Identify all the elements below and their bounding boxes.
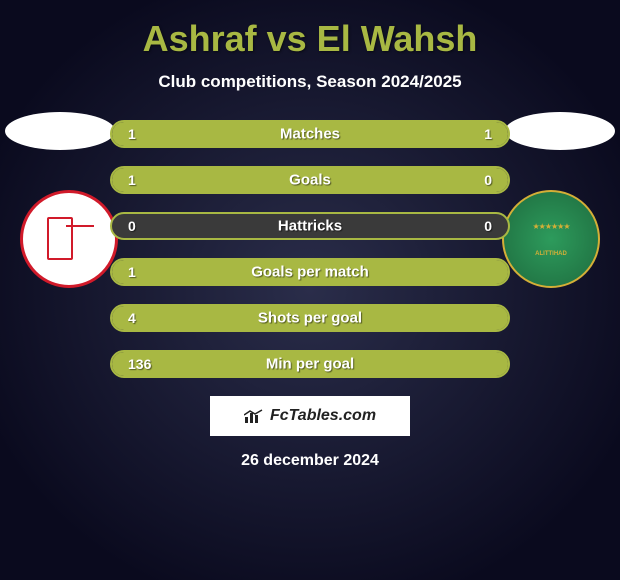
stat-bar-right-value: 0 — [484, 172, 492, 188]
subtitle: Club competitions, Season 2024/2025 — [0, 72, 620, 92]
stat-bar-label: Goals — [289, 172, 331, 189]
comparison-chart: ★★★★★★ ALITTIHAD 1 1 Matches 1 0 Goals 0 0 Hattr… — [0, 120, 620, 378]
stat-bar-left-value: 4 — [128, 310, 136, 326]
stat-bar-label: Goals per match — [251, 264, 369, 281]
stat-bar-label: Shots per goal — [258, 310, 362, 327]
date-text: 26 december 2024 — [0, 452, 620, 470]
zamalek-icon — [41, 211, 96, 266]
stat-bar-right-value: 1 — [484, 126, 492, 142]
stat-bar: 4 Shots per goal — [110, 304, 510, 332]
stat-bar-label: Min per goal — [266, 356, 354, 373]
stat-bar-left-value: 1 — [128, 172, 136, 188]
stat-bar-left-value: 1 — [128, 126, 136, 142]
player-right-silhouette — [505, 112, 615, 150]
stat-bar: 1 Goals per match — [110, 258, 510, 286]
page-title: Ashraf vs El Wahsh — [0, 0, 620, 60]
stat-bar: 0 0 Hattricks — [110, 212, 510, 240]
club-badge-left — [20, 190, 118, 288]
stat-bar-left-value: 1 — [128, 264, 136, 280]
ittihad-label: ALITTIHAD — [535, 251, 567, 257]
player-left-silhouette — [5, 112, 115, 150]
bars-container: 1 1 Matches 1 0 Goals 0 0 Hattricks 1 Goals per ma… — [110, 120, 510, 378]
stat-bar-left-value: 136 — [128, 356, 151, 372]
stat-bar-label: Matches — [280, 126, 340, 143]
stat-bar-label: Hattricks — [278, 218, 342, 235]
stat-bar: 1 1 Matches — [110, 120, 510, 148]
stat-bar: 136 Min per goal — [110, 350, 510, 378]
ittihad-stars-icon: ★★★★★★ — [532, 222, 569, 231]
brand-text: FcTables.com — [270, 407, 376, 425]
chart-icon — [244, 409, 266, 423]
stat-bar-right-value: 0 — [484, 218, 492, 234]
stat-bar: 1 0 Goals — [110, 166, 510, 194]
club-badge-right: ★★★★★★ ALITTIHAD — [502, 190, 600, 288]
brand-box[interactable]: FcTables.com — [210, 396, 410, 436]
stat-bar-left-fill — [112, 168, 397, 192]
stat-bar-left-value: 0 — [128, 218, 136, 234]
